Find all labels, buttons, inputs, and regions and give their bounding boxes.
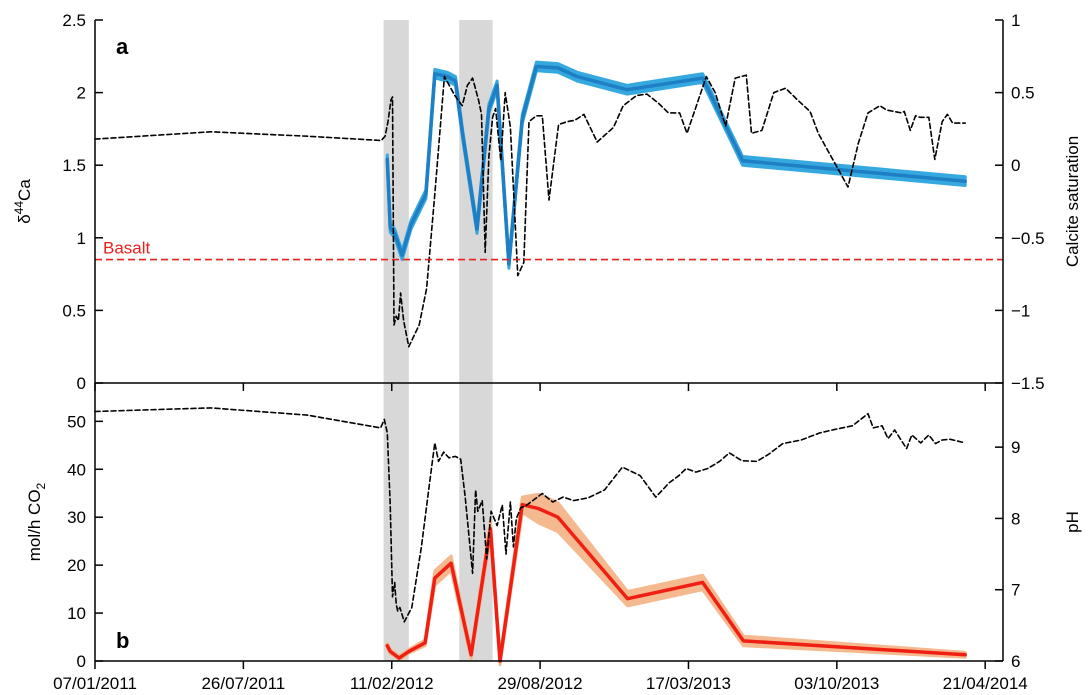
y-axis-label-a-sup: 44 (12, 201, 26, 215)
y-axis-label-a-part: δ (15, 214, 34, 223)
shaded-period-b-1 (383, 383, 409, 661)
y-axis-label-b-part: mol/h CO (25, 489, 44, 561)
y-right-tick-label-a: 0.5 (1011, 84, 1035, 103)
x-tick-label: 03/10/2013 (794, 674, 879, 693)
y-right-tick-label-a: −1.5 (1011, 374, 1045, 393)
y-right-tick-label-a: −0.5 (1011, 229, 1045, 248)
panel-label-b: b (116, 628, 129, 653)
y-right-axis-label-b: pH (1063, 511, 1082, 533)
x-tick-label: 21/04/2014 (943, 674, 1028, 693)
y-axis-label-b: mol/h CO2 (25, 482, 48, 561)
y-axis-label-a: δ44Ca (12, 179, 34, 224)
y-tick-label-b: 10 (67, 604, 86, 623)
x-tick-label: 11/02/2012 (350, 674, 434, 693)
y-tick-label-b: 0 (77, 652, 86, 671)
reference-lines: Basalt (95, 239, 1003, 261)
uncertainty-band-a (385, 60, 967, 270)
series-line-a-left (385, 64, 967, 266)
x-tick-label: 17/03/2013 (646, 674, 731, 693)
y-right-tick-label-b: 9 (1011, 438, 1020, 457)
y-right-tick-label-a: −1 (1011, 301, 1030, 320)
y-tick-label-a: 1 (77, 229, 86, 248)
y-tick-label-a: 1.5 (62, 156, 86, 175)
y-tick-label-a: 0 (77, 374, 86, 393)
series-lines (94, 64, 967, 663)
y-tick-label-b: 20 (67, 556, 86, 575)
series-line-b-right (94, 407, 967, 623)
y-axis-label-b-sub: 2 (34, 482, 48, 489)
x-tick-label: 26/07/2011 (201, 674, 285, 693)
x-tick-label: 29/08/2012 (498, 674, 583, 693)
event-shading (383, 20, 493, 661)
basalt-label: Basalt (103, 239, 151, 258)
y-right-tick-label-b: 6 (1011, 652, 1020, 671)
y-tick-label-b: 40 (67, 460, 86, 479)
series-line-b-left (385, 502, 967, 663)
chart-labels: 0 0.5 1 1.5 2 2.5 −1.5 −1 −0.5 0 0.5 1 a Calcite satu… (12, 11, 1082, 693)
y-tick-label-b: 50 (67, 412, 86, 431)
y-right-axis-label-a: Calcite saturation (1063, 136, 1082, 267)
series-line-a-right (94, 74, 967, 348)
y-tick-label-a: 0.5 (62, 301, 86, 320)
axes (94, 19, 1004, 669)
y-tick-label-a: 2.5 (62, 11, 86, 30)
y-right-tick-label-b: 8 (1011, 509, 1020, 528)
y-axis-label-a-part: Ca (15, 179, 34, 201)
y-tick-label-a: 2 (77, 84, 86, 103)
y-tick-label-b: 30 (67, 508, 86, 527)
y-right-tick-label-a: 0 (1011, 156, 1020, 175)
panel-label-a: a (116, 34, 129, 59)
y-right-tick-label-a: 1 (1011, 11, 1020, 30)
x-tick-label: 07/01/2011 (53, 674, 137, 693)
y-right-tick-label-b: 7 (1011, 581, 1020, 600)
